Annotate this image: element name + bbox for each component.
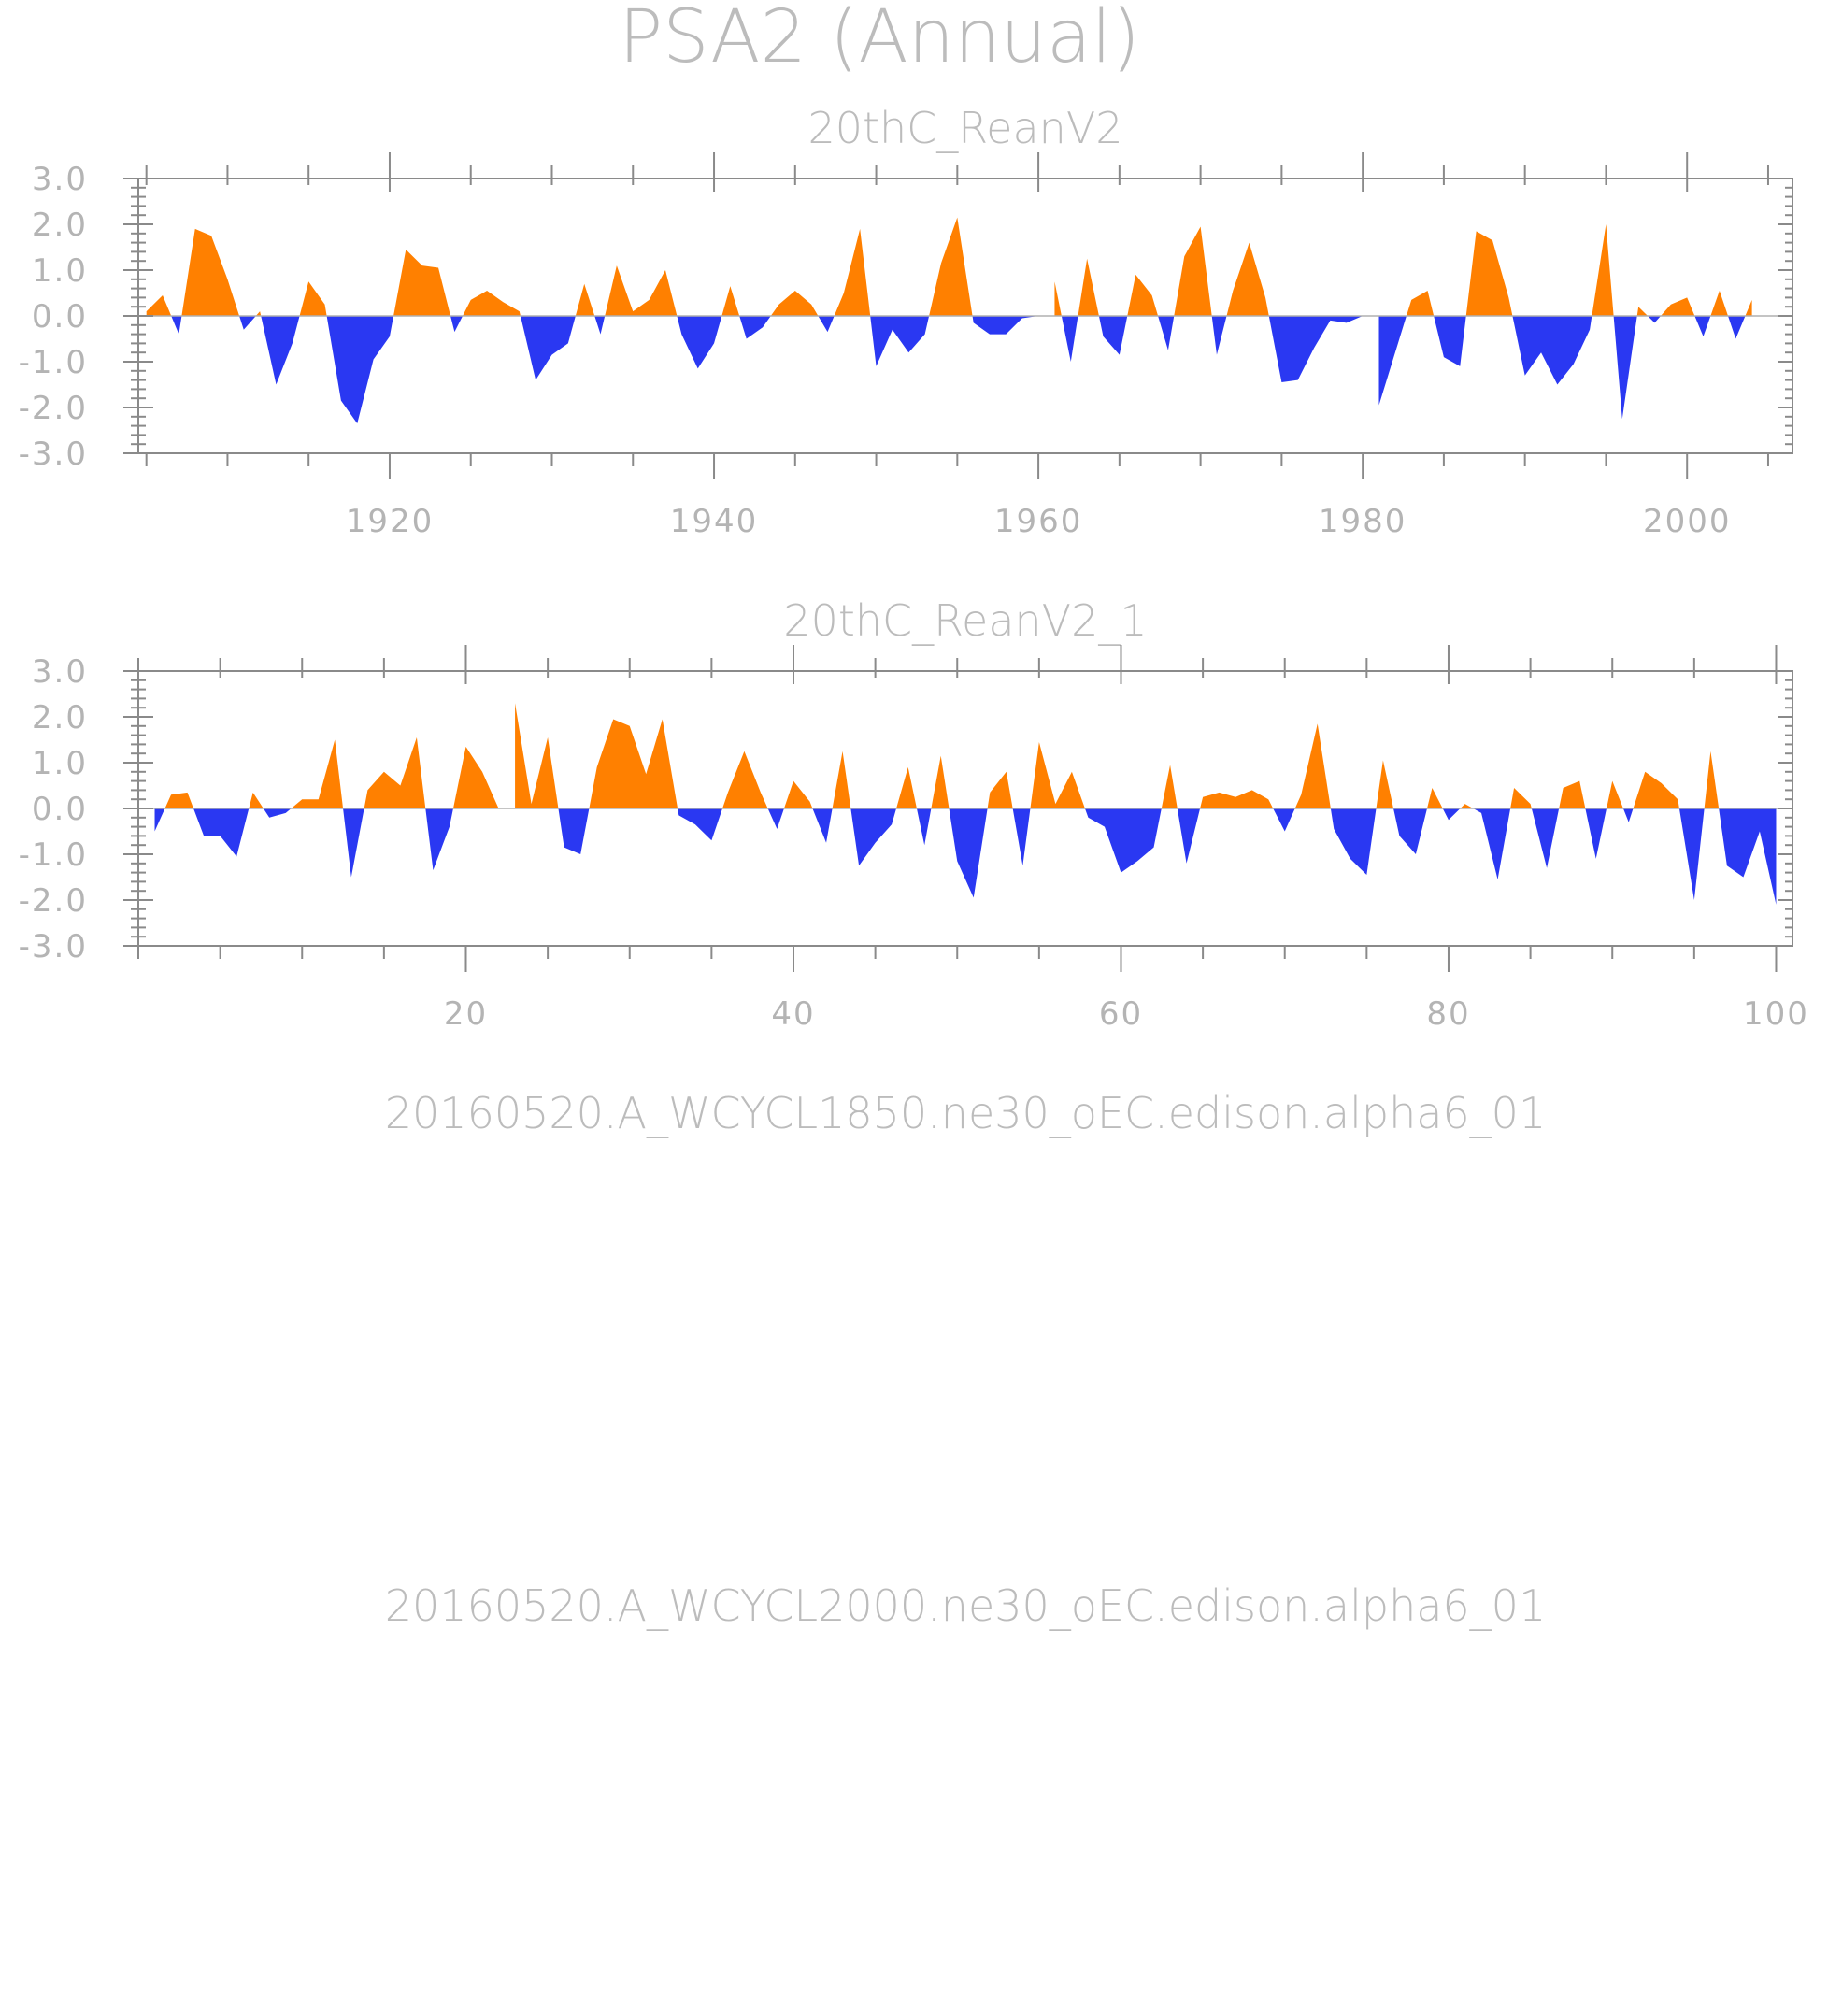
y-tick-label: -3.0: [19, 928, 88, 965]
y-tick-label: 1.0: [32, 252, 88, 290]
x-tick-label: 80: [1426, 995, 1470, 1033]
panel-title: 20thC_ReanV23.02.01.00.0-1.0-2.0-3.01920…: [807, 103, 1122, 153]
y-tick-label: 3.0: [32, 653, 88, 691]
panel-title: 20thC_ReanV2_13.02.01.00.0-1.0-2.0-3.020…: [783, 595, 1147, 646]
y-tick-label: -3.0: [19, 436, 88, 473]
negative-anomaly-area: [171, 316, 1746, 424]
x-tick-label: 1960: [994, 503, 1083, 540]
negative-anomaly-area: [154, 808, 1777, 905]
y-tick-label: 2.0: [32, 699, 88, 736]
x-tick-label: 1940: [670, 503, 759, 540]
y-tick-label: 0.0: [32, 791, 88, 828]
panel-2: 20thC_ReanV2_1 3.02.01.00.0-1.0-2.0-3.020…: [19, 595, 1809, 1033]
x-tick-label: 100: [1743, 995, 1809, 1033]
y-tick-label: -2.0: [19, 882, 88, 920]
panel-title: 20160520.A_WCYCL2000.ne30_oEC.edison.alp…: [385, 1580, 1546, 1631]
y-tick-label: -1.0: [19, 836, 88, 874]
panel-3: 20160520.A_WCYCL1850.ne30_oEC.edison.alp…: [385, 1088, 1546, 1138]
y-tick-label: 3.0: [32, 161, 88, 198]
x-tick-label: 40: [771, 995, 815, 1033]
figure-title: PSA2 (Annual): [619, 0, 1140, 79]
positive-anomaly-area: [146, 217, 1752, 316]
y-tick-label: -1.0: [19, 344, 88, 381]
x-tick-label: 20: [444, 995, 488, 1033]
x-tick-label: 2000: [1643, 503, 1732, 540]
x-tick-label: 1920: [346, 503, 435, 540]
y-tick-label: 1.0: [32, 745, 88, 782]
x-tick-label: 60: [1099, 995, 1143, 1033]
y-tick-label: -2.0: [19, 390, 88, 427]
panel-4: 20160520.A_WCYCL2000.ne30_oEC.edison.alp…: [385, 1580, 1546, 1631]
x-tick-label: 1980: [1319, 503, 1407, 540]
y-tick-label: 2.0: [32, 207, 88, 244]
panel-1: 20thC_ReanV2 3.02.01.00.0-1.0-2.0-3.01920…: [19, 103, 1793, 540]
positive-anomaly-area: [164, 703, 1720, 808]
y-tick-label: 0.0: [32, 298, 88, 336]
panel-title: 20160520.A_WCYCL1850.ne30_oEC.edison.alp…: [385, 1088, 1546, 1138]
